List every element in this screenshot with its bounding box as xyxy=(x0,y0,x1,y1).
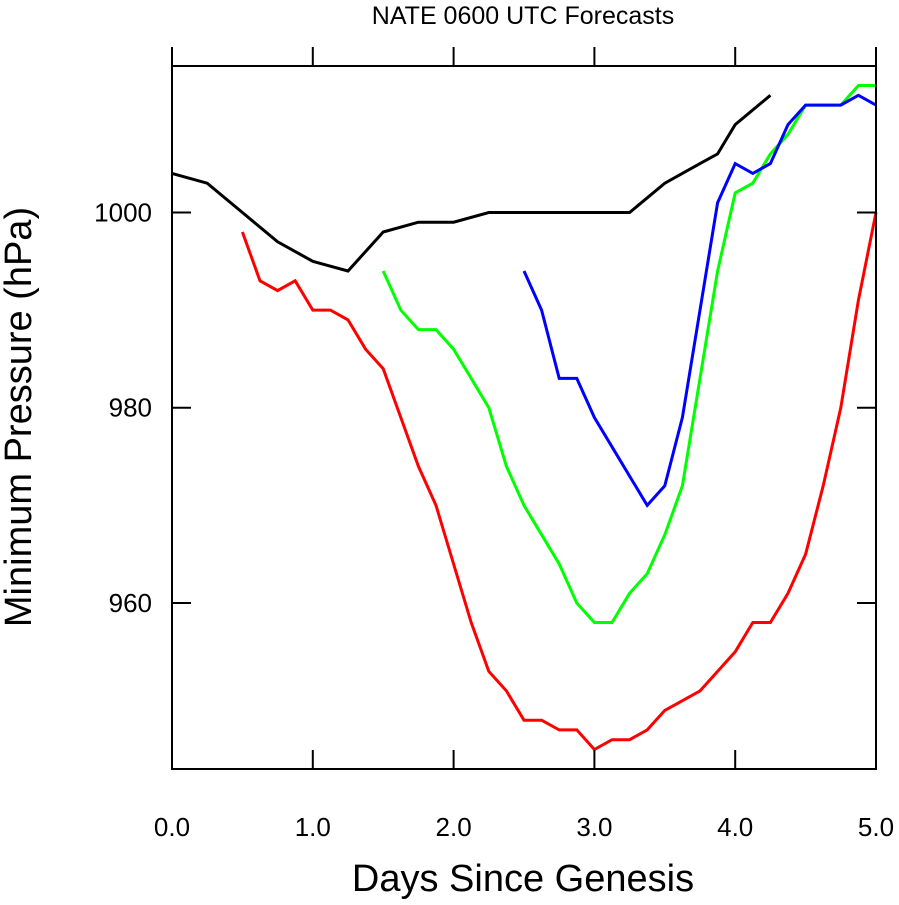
y-axis-label: Minimum Pressure (hPa) xyxy=(0,207,40,627)
series-line-3 xyxy=(522,93,877,508)
x-tick-label: 3.0 xyxy=(576,812,612,842)
x-tick-label: 0.0 xyxy=(154,812,190,842)
x-tick-label: 4.0 xyxy=(717,812,753,842)
series-line-2 xyxy=(381,84,876,624)
x-tick-label: 5.0 xyxy=(858,812,894,842)
y-tick-label: 1000 xyxy=(94,197,152,227)
x-tick-label: 2.0 xyxy=(436,812,472,842)
plot-frame xyxy=(171,65,877,770)
series-line-1 xyxy=(240,212,878,752)
x-tick-label: 1.0 xyxy=(295,812,331,842)
x-axis-label: Days Since Genesis xyxy=(352,858,694,900)
plot-area: 0.0 1.0 2.0 3.0 4.0 5.0 960 980 1000 xyxy=(94,47,894,842)
series-line-0 xyxy=(171,94,772,273)
chart-title: NATE 0600 UTC Forecasts xyxy=(372,2,674,30)
y-tick-label: 960 xyxy=(109,588,152,618)
y-tick-label: 980 xyxy=(109,393,152,423)
